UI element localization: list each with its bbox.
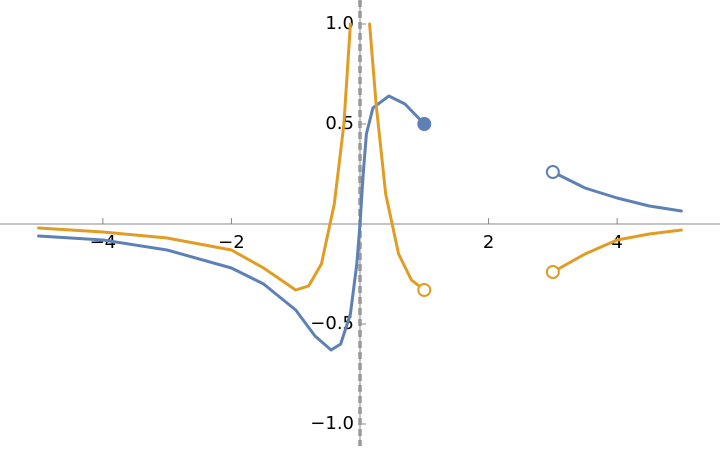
y-tick-label: −1.0 bbox=[310, 413, 354, 434]
x-tick-label: 4 bbox=[611, 232, 622, 253]
y-tick-label: −0.5 bbox=[310, 313, 354, 334]
x-tick-label: 2 bbox=[483, 232, 494, 253]
filled-point bbox=[417, 117, 432, 131]
open-point bbox=[417, 283, 432, 297]
y-tick-label: 0.5 bbox=[325, 113, 354, 134]
curve bbox=[37, 22, 683, 292]
x-tick-label: −4 bbox=[90, 232, 117, 253]
open-point bbox=[545, 165, 560, 179]
open-point bbox=[545, 265, 560, 279]
y-tick-label: 1.0 bbox=[325, 13, 354, 34]
